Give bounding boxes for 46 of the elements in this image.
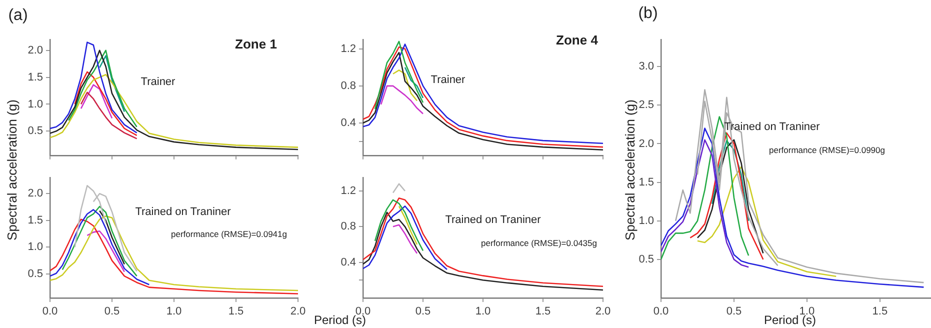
text: (a) xyxy=(8,7,28,25)
y-tick-label: 2.0 xyxy=(638,138,654,150)
annotation: performance (RMSE)=0.0435g xyxy=(481,238,597,248)
x-tick-label: 0.5 xyxy=(104,306,120,318)
y-axis-title: Spectral acceleration (g) xyxy=(4,100,20,240)
x-tick-label: 1.0 xyxy=(166,306,182,318)
annotation: Trainer xyxy=(140,76,176,88)
y-tick-label: 1.0 xyxy=(28,241,43,254)
y-tick-label: 2.5 xyxy=(638,99,654,112)
y-tick-label: 1.0 xyxy=(638,214,654,227)
y-tick-label: 0.4 xyxy=(340,117,356,130)
annotation: Trainer xyxy=(430,74,466,86)
chart-title: Zone 4 xyxy=(556,32,598,48)
y-tick-label: 2.0 xyxy=(28,44,43,56)
y-tick-label: 0.5 xyxy=(28,125,43,138)
annotation: performance (RMSE)=0.0941g xyxy=(171,229,287,239)
y-tick-label: 3.0 xyxy=(638,60,654,73)
y-tick-label: 1.5 xyxy=(638,176,654,188)
x-tick-label: 2.0 xyxy=(290,306,306,318)
y-tick-label: 0.4 xyxy=(340,256,356,268)
text: (b) xyxy=(638,5,658,23)
x-tick-label: 0.0 xyxy=(42,306,58,318)
chart-title: Zone 1 xyxy=(235,36,277,52)
y-tick-label: 1.2 xyxy=(340,185,356,198)
x-tick-label: 1.5 xyxy=(872,306,888,318)
x-tick-label: 2.0 xyxy=(595,306,611,318)
annotation: Trained on Traniner xyxy=(724,121,820,133)
x-tick-label: 1.0 xyxy=(475,306,491,318)
y-tick-label: 0.8 xyxy=(340,80,356,92)
y-tick-label: 1.5 xyxy=(28,214,43,226)
annotation: performance (RMSE)=0.0990g xyxy=(769,145,885,155)
x-tick-label: 1.5 xyxy=(228,306,244,318)
y-tick-label: 1.0 xyxy=(28,98,43,110)
x-tick-label: 0.0 xyxy=(653,306,669,318)
y-axis-title: Spectral acceleration (g) xyxy=(622,100,638,240)
x-tick-label: 0.5 xyxy=(415,306,431,318)
x-tick-label: 1.5 xyxy=(535,306,551,318)
y-tick-label: 1.2 xyxy=(340,42,356,55)
y-tick-label: 0.5 xyxy=(28,268,43,280)
y-tick-label: 2.0 xyxy=(28,188,43,200)
y-tick-label: 0.8 xyxy=(340,220,356,233)
x-tick-label: 0.5 xyxy=(726,306,742,318)
annotation: Trained on Traniner xyxy=(445,214,541,226)
y-tick-label: 1.5 xyxy=(28,71,43,84)
annotation: Trained on Traniner xyxy=(135,206,231,218)
y-tick-label: 0.5 xyxy=(638,253,654,266)
